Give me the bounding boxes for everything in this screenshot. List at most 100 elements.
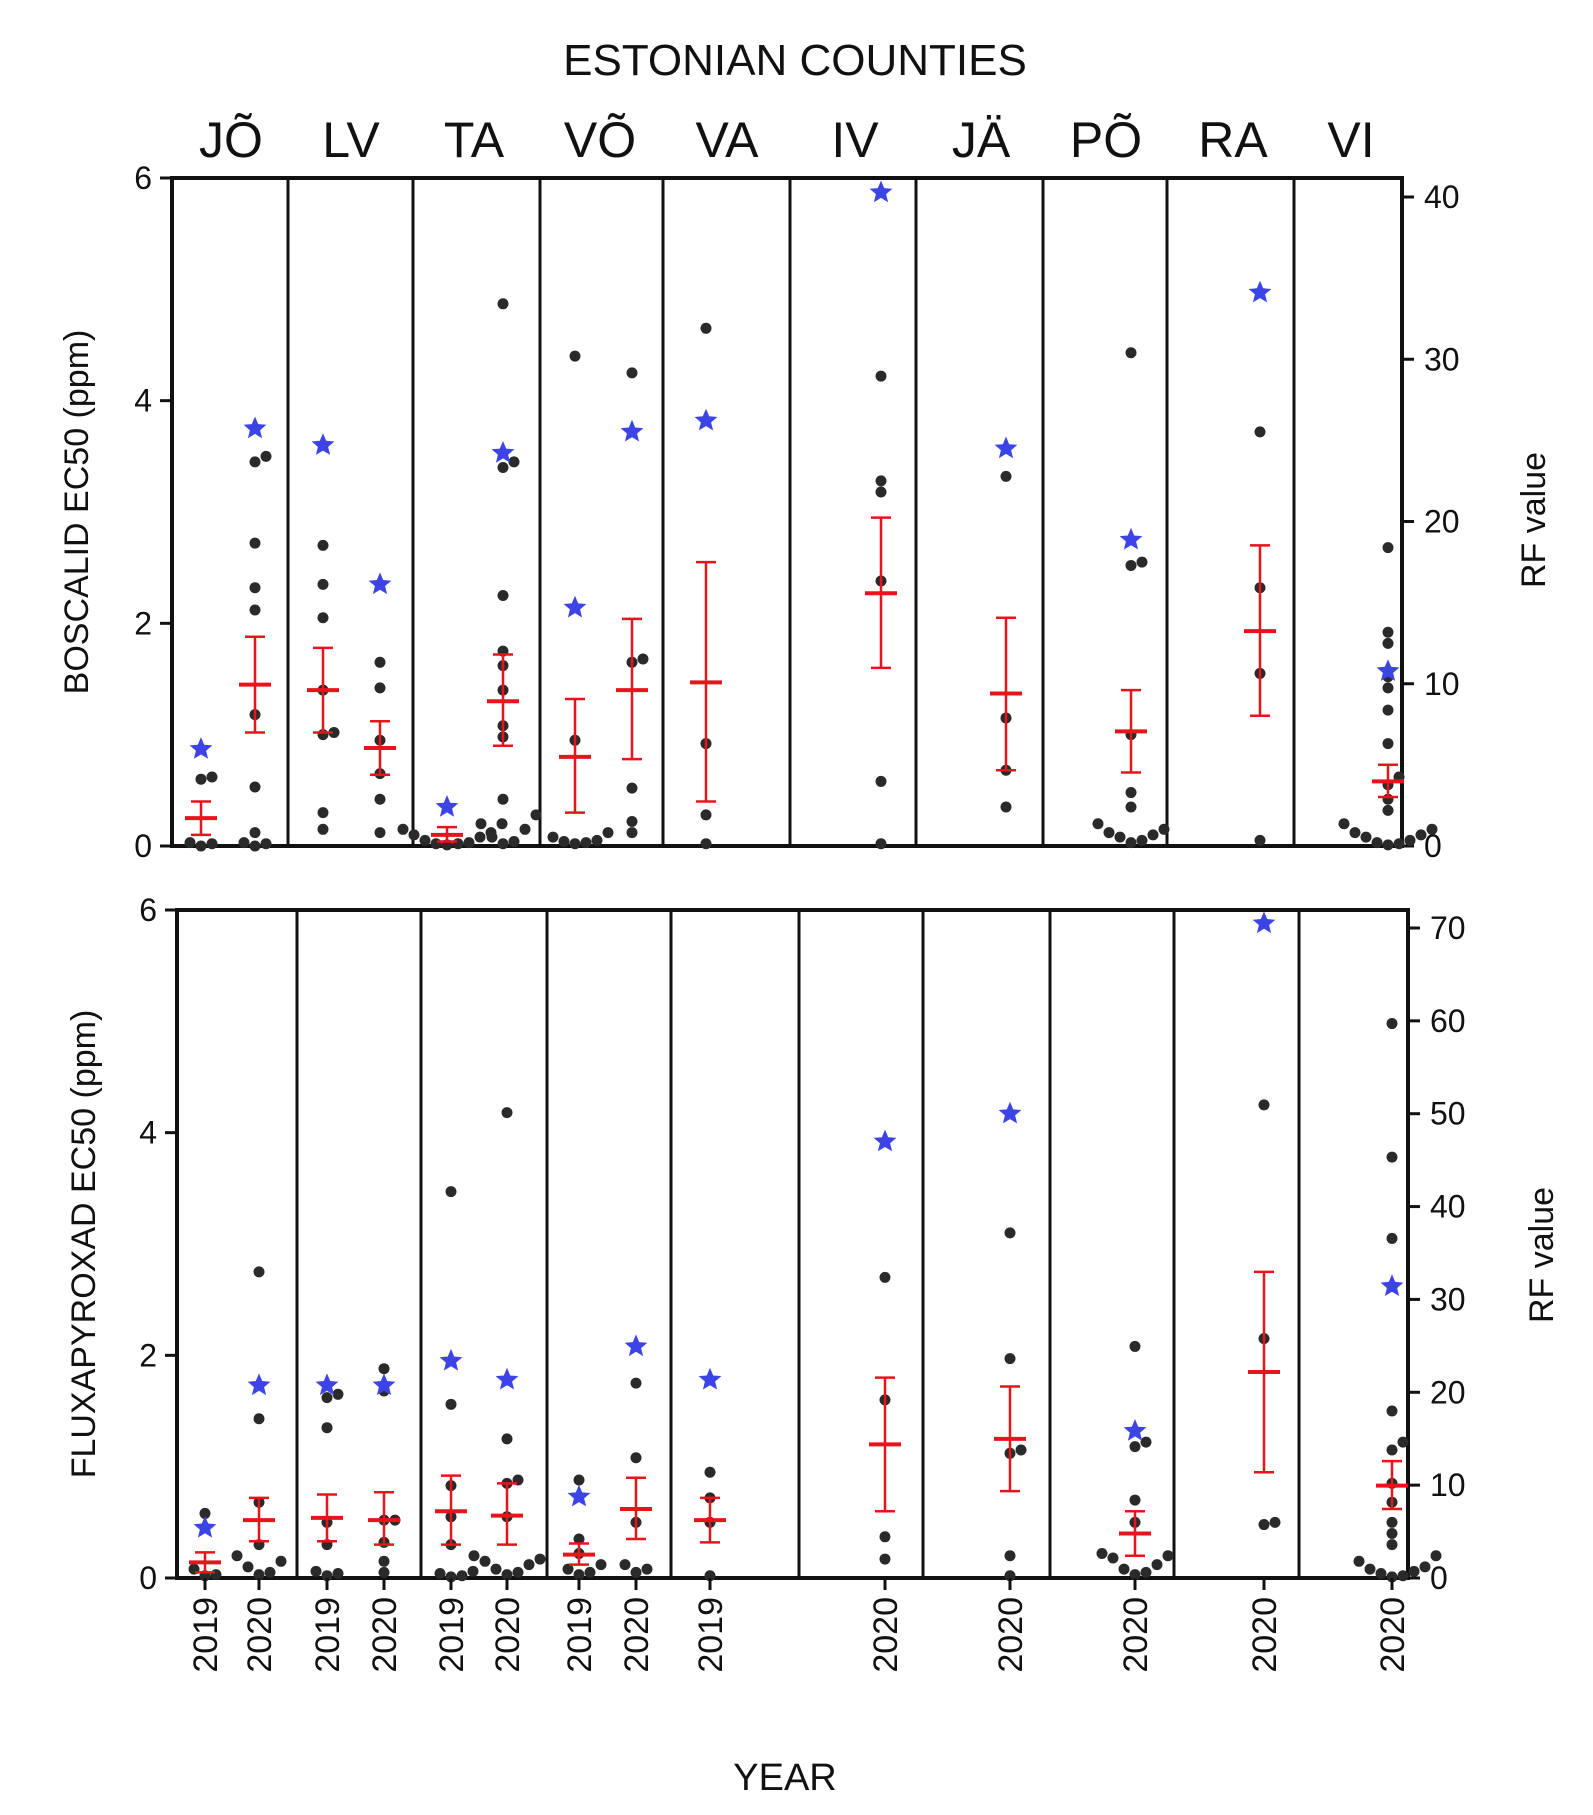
rf-star [694, 408, 718, 431]
data-point [206, 771, 218, 783]
data-point [1147, 829, 1159, 841]
y2-tick-label: 20 [1424, 504, 1460, 540]
data-point [626, 827, 638, 839]
data-point [1004, 1570, 1016, 1582]
year-tick-label: 2019 [187, 1597, 225, 1673]
county-label-8: RA [1198, 112, 1268, 168]
year-tick-label: 2020 [1374, 1597, 1412, 1673]
panel-frame [170, 176, 1404, 848]
data-point [1136, 834, 1148, 846]
data-point [374, 793, 386, 805]
data-point [1382, 682, 1394, 694]
data-point [1382, 637, 1394, 649]
rf-star [495, 1367, 519, 1390]
data-point [1107, 1552, 1119, 1564]
y2-tick-label: 0 [1430, 1560, 1448, 1596]
year-tick-label: 2020 [618, 1597, 656, 1673]
y2-axis-label: RF value [1515, 452, 1553, 588]
county-label-0: JÕ [199, 112, 263, 168]
data-point [317, 578, 329, 590]
data-point [626, 367, 638, 379]
data-point [1136, 556, 1148, 568]
data-point [1125, 801, 1137, 813]
year-tick-label: 2020 [1117, 1597, 1155, 1673]
data-point [700, 322, 712, 334]
data-point [260, 838, 272, 850]
data-point [434, 1568, 446, 1580]
rf-star [620, 419, 644, 442]
y2-tick-label: 60 [1430, 1003, 1466, 1039]
year-tick-label: 2020 [867, 1597, 905, 1673]
rf-star [315, 1373, 339, 1396]
rf-star [1252, 911, 1276, 934]
y-tick-label: 2 [134, 605, 152, 641]
data-point [249, 781, 261, 793]
county-label-6: JÄ [952, 112, 1011, 168]
data-point [1000, 801, 1012, 813]
y2-tick-label: 30 [1424, 341, 1460, 377]
data-point [1386, 1571, 1398, 1583]
data-point [1386, 1539, 1398, 1551]
data-point [445, 1398, 457, 1410]
data-point [1158, 823, 1170, 835]
data-point [317, 807, 329, 819]
y2-tick-label: 0 [1424, 828, 1442, 864]
x-axis-label: YEAR [733, 1757, 836, 1799]
y2-tick-label: 40 [1430, 1189, 1466, 1225]
data-point [452, 838, 464, 850]
y2-tick-label: 10 [1424, 666, 1460, 702]
rf-star [869, 180, 893, 203]
data-point [1364, 1563, 1376, 1575]
data-point [249, 537, 261, 549]
data-point [573, 1533, 585, 1545]
data-point [408, 829, 420, 841]
data-point [875, 486, 887, 498]
year-tick-label: 2020 [489, 1597, 527, 1673]
data-point [210, 1569, 222, 1581]
rf-star [1376, 659, 1400, 681]
data-point [264, 1566, 276, 1578]
y-axis-label: BOSCALID EC50 (ppm) [58, 330, 96, 695]
data-point [479, 1555, 491, 1567]
data-point [1397, 1436, 1409, 1448]
county-label-5: IV [831, 112, 879, 168]
year-tick-label: 2019 [433, 1597, 471, 1673]
data-point [1386, 1232, 1398, 1244]
panel-frame [175, 908, 1410, 1580]
data-point [374, 827, 386, 839]
data-point [231, 1550, 243, 1562]
y2-tick-label: 50 [1430, 1096, 1466, 1132]
data-point [1129, 1340, 1141, 1352]
data-point [630, 1377, 642, 1389]
rf-star [1248, 280, 1272, 303]
data-point [1353, 1555, 1365, 1567]
y2-tick-label: 40 [1424, 179, 1460, 215]
rf-star [994, 436, 1018, 459]
data-point [704, 1466, 716, 1478]
data-point [486, 831, 498, 843]
data-point [317, 612, 329, 624]
data-point [875, 775, 887, 787]
data-point [879, 1271, 891, 1283]
data-point [468, 1550, 480, 1562]
year-tick-label: 2019 [692, 1597, 730, 1673]
data-point [332, 1388, 344, 1400]
data-point [1386, 1018, 1398, 1030]
data-point [1092, 818, 1104, 830]
data-point [1382, 704, 1394, 716]
year-tick-labels: 2019 2020 2019 2020 2019 2020 2019 2020 2019 2020… [187, 1578, 1412, 1673]
data-point [1118, 1563, 1130, 1575]
data-point [1125, 787, 1137, 799]
rf-star [998, 1101, 1022, 1124]
data-point [184, 837, 196, 849]
data-point [591, 834, 603, 846]
data-point [1140, 1566, 1152, 1578]
data-point [626, 782, 638, 794]
data-point [1258, 1519, 1270, 1531]
rf-star [873, 1129, 897, 1152]
data-point [637, 653, 649, 665]
data-point [512, 1566, 524, 1578]
year-tick-label: 2019 [309, 1597, 347, 1673]
